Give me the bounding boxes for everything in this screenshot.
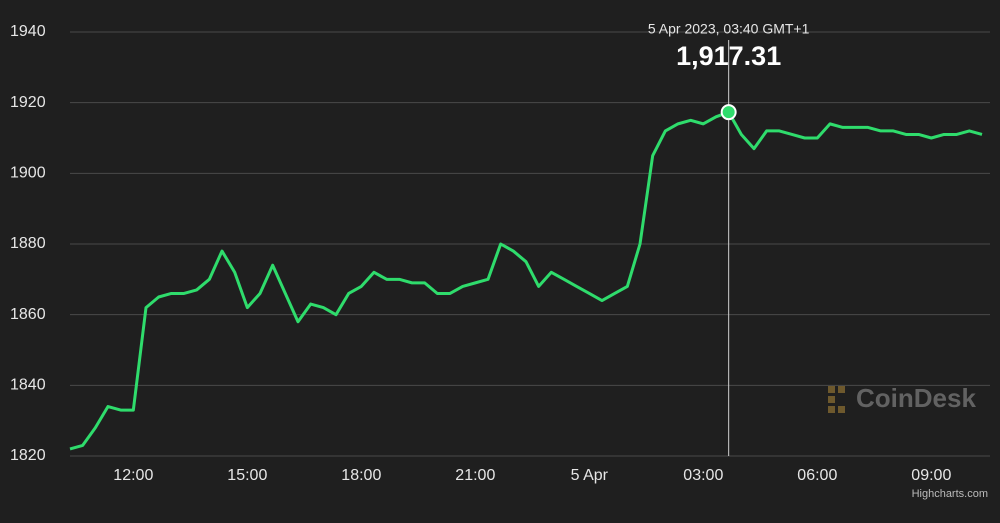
y-tick-label: 1920 xyxy=(10,94,46,111)
x-tick-label: 18:00 xyxy=(341,467,381,484)
y-tick-label: 1880 xyxy=(10,235,46,252)
price-line xyxy=(69,110,983,451)
y-tick-label: 1940 xyxy=(10,23,46,40)
x-tick-label: 06:00 xyxy=(797,467,837,484)
tooltip-value: 1,917.31 xyxy=(676,41,781,71)
logo-dot xyxy=(828,396,835,403)
y-tick-label: 1900 xyxy=(10,165,46,182)
logo-dot xyxy=(828,406,835,413)
y-tick-label: 1840 xyxy=(10,377,46,394)
logo-dot xyxy=(838,406,845,413)
logo-dot xyxy=(838,386,845,393)
x-tick-label: 5 Apr xyxy=(571,467,609,484)
watermark: CoinDesk xyxy=(828,383,976,413)
x-tick-label: 12:00 xyxy=(113,467,153,484)
hover-point xyxy=(720,104,737,121)
x-tick-label: 09:00 xyxy=(911,467,951,484)
watermark-text: CoinDesk xyxy=(856,383,976,413)
tooltip-title: 5 Apr 2023, 03:40 GMT+1 xyxy=(648,21,810,37)
x-tick-label: 03:00 xyxy=(683,467,723,484)
y-tick-label: 1860 xyxy=(10,306,46,323)
credit: Highcharts.com xyxy=(912,488,988,500)
grid xyxy=(70,31,990,457)
x-tick-label: 21:00 xyxy=(455,467,495,484)
x-tick-label: 15:00 xyxy=(227,467,267,484)
y-tick-label: 1820 xyxy=(10,447,46,464)
logo-dot xyxy=(828,386,835,393)
